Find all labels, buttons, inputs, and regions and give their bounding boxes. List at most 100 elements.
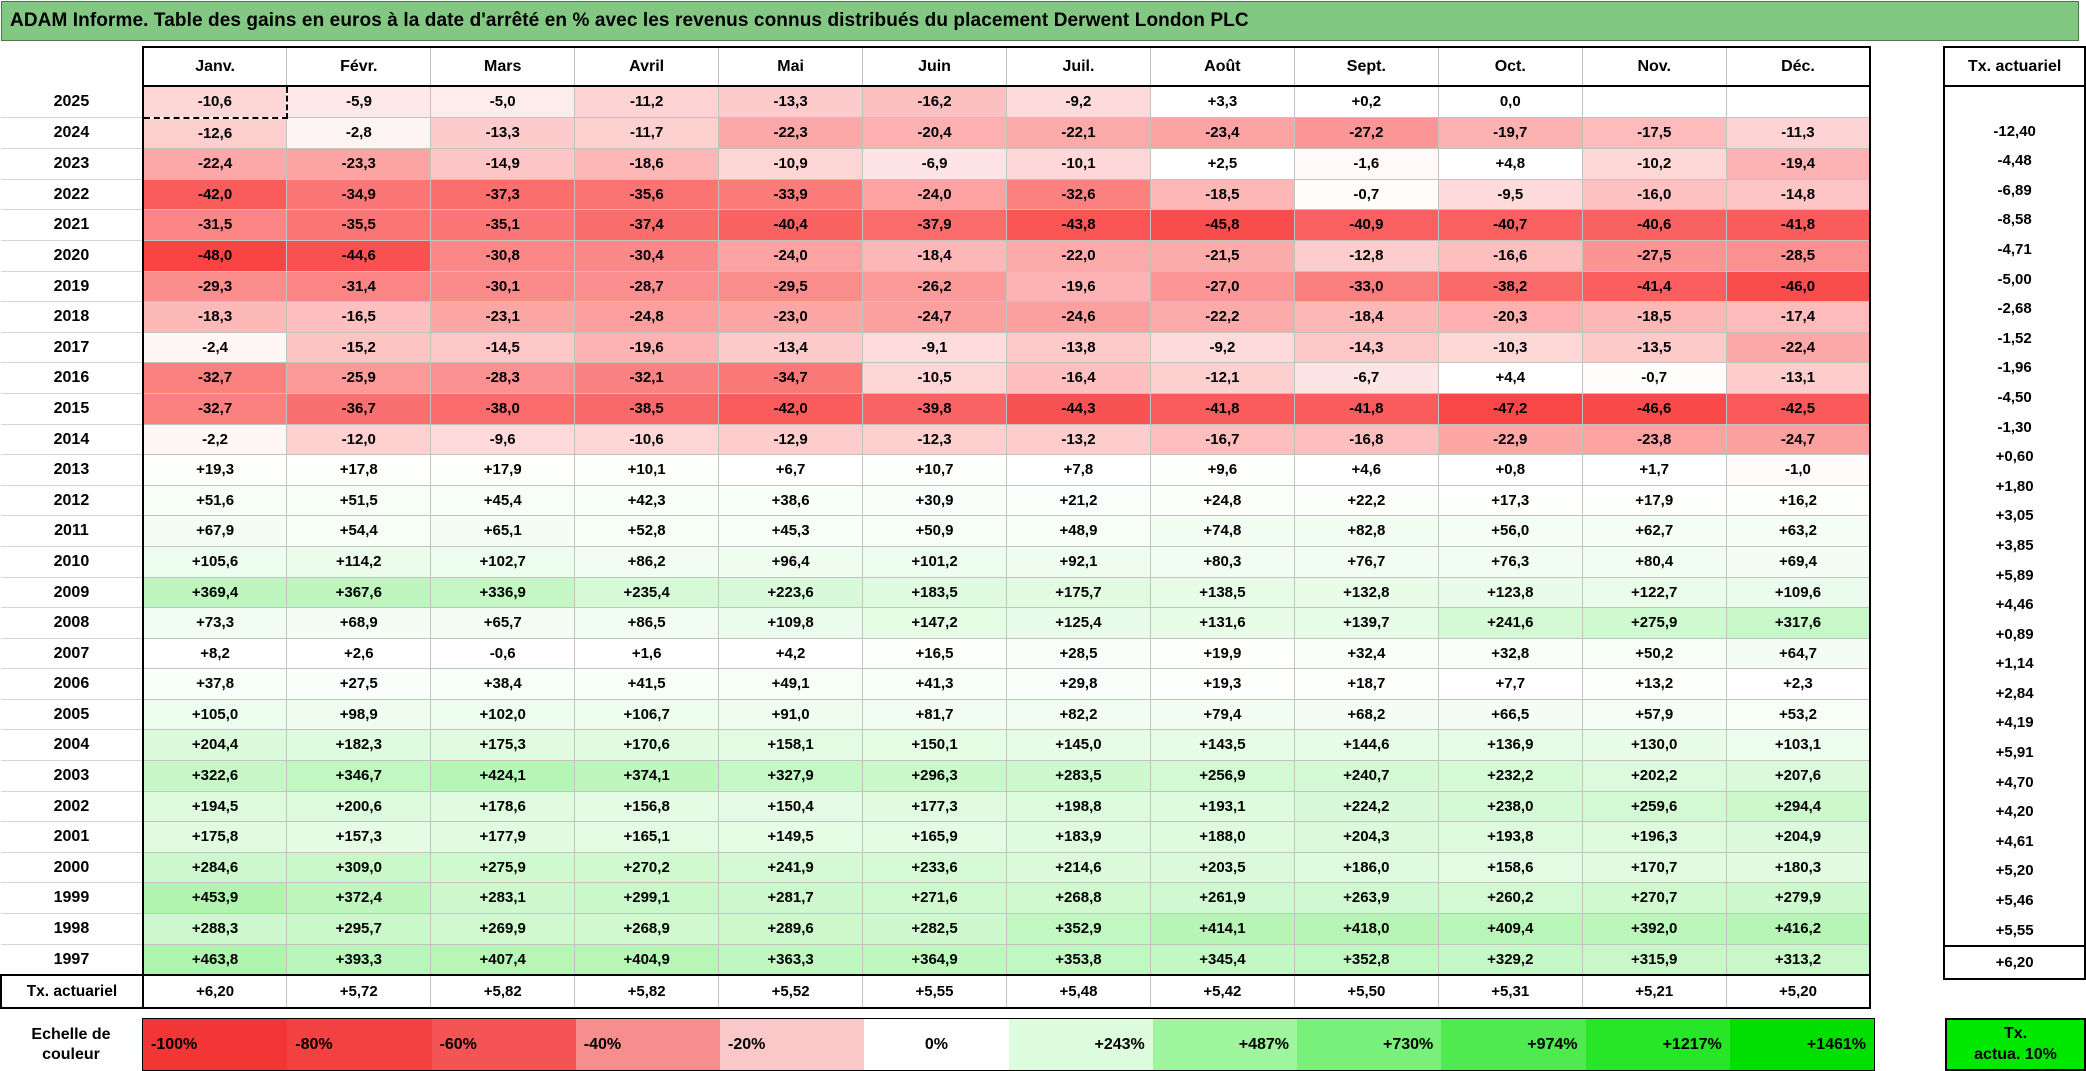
gain-cell[interactable]: +109,8 (718, 607, 864, 639)
gain-cell[interactable]: +322,6 (141, 760, 288, 792)
gain-cell[interactable]: -16,2 (862, 85, 1007, 119)
gain-cell[interactable]: 0,0 (1437, 85, 1583, 119)
gain-cell[interactable]: +241,9 (718, 851, 864, 884)
gain-cell[interactable]: +106,7 (574, 698, 720, 731)
gain-cell[interactable]: +103,1 (1725, 729, 1872, 762)
gain-cell[interactable]: +165,1 (574, 821, 720, 853)
gain-cell[interactable]: -0,7 (1581, 362, 1727, 394)
tx-actuariel-value[interactable]: +1,14 (1943, 649, 2086, 679)
gain-cell[interactable]: -22,4 (141, 148, 288, 180)
gain-cell[interactable]: -28,3 (430, 362, 576, 394)
gain-cell[interactable]: +19,3 (141, 454, 288, 486)
gain-cell[interactable]: +48,9 (1005, 515, 1151, 547)
gain-cell[interactable]: +51,6 (141, 484, 288, 517)
tx-actuariel-cell[interactable]: +5,48 (1005, 974, 1151, 1010)
gain-cell[interactable]: +352,8 (1293, 943, 1439, 977)
gain-cell[interactable]: +203,5 (1149, 851, 1295, 884)
gain-cell[interactable]: -14,9 (430, 148, 576, 180)
gain-cell[interactable]: +3,3 (1149, 85, 1295, 119)
gain-cell[interactable]: -16,5 (286, 301, 432, 333)
gain-cell[interactable]: +327,9 (718, 760, 864, 792)
gain-cell[interactable]: +30,9 (862, 484, 1007, 517)
gain-cell[interactable]: -27,2 (1293, 117, 1439, 150)
gain-cell[interactable]: +21,2 (1005, 484, 1151, 517)
tx-actuariel-cell[interactable]: +6,20 (142, 974, 288, 1010)
gain-cell[interactable]: +56,0 (1437, 515, 1583, 547)
gain-cell[interactable]: +204,3 (1293, 821, 1439, 853)
gain-cell[interactable]: +38,4 (430, 668, 576, 700)
tx-actuariel-value[interactable]: -5,00 (1943, 264, 2086, 295)
gain-cell[interactable]: +317,6 (1725, 607, 1872, 639)
gain-cell[interactable]: +175,8 (141, 821, 288, 853)
gain-cell[interactable]: +313,2 (1725, 943, 1872, 977)
tx-actuariel-cell[interactable]: +5,72 (286, 974, 432, 1010)
gain-cell[interactable]: -10,3 (1437, 331, 1583, 364)
gain-cell[interactable]: +51,5 (286, 484, 432, 517)
gain-cell[interactable]: +270,7 (1581, 882, 1727, 915)
gain-cell[interactable]: +80,4 (1581, 545, 1727, 578)
gain-cell[interactable]: -13,1 (1725, 362, 1872, 394)
gain-cell[interactable]: -26,2 (862, 270, 1007, 303)
gain-cell[interactable]: +165,9 (862, 821, 1007, 853)
gain-cell[interactable]: +9,6 (1149, 454, 1295, 486)
gain-cell[interactable]: +353,8 (1005, 943, 1151, 977)
gain-cell[interactable]: -17,4 (1725, 301, 1872, 333)
gain-cell[interactable]: +194,5 (141, 790, 288, 823)
gain-cell[interactable]: +17,9 (1581, 484, 1727, 517)
gain-cell[interactable]: -16,8 (1293, 423, 1439, 456)
gain-cell[interactable]: -36,7 (286, 392, 432, 425)
gain-cell[interactable]: +418,0 (1293, 913, 1439, 945)
tx-actuariel-value[interactable]: +4,46 (1943, 590, 2086, 620)
gain-cell[interactable]: +147,2 (862, 607, 1007, 639)
gain-cell[interactable]: -9,2 (1005, 85, 1151, 119)
gain-cell[interactable]: -42,0 (718, 392, 864, 425)
gain-cell[interactable]: -30,8 (430, 239, 576, 272)
gain-cell[interactable]: +345,4 (1149, 943, 1295, 977)
gain-cell[interactable]: +76,7 (1293, 545, 1439, 578)
gain-cell[interactable]: +283,1 (430, 882, 576, 915)
gain-cell[interactable]: +275,9 (1581, 607, 1727, 639)
gain-cell[interactable]: -14,5 (430, 331, 576, 364)
gain-cell[interactable]: -24,8 (574, 301, 720, 333)
gain-cell[interactable]: +73,3 (141, 607, 288, 639)
gain-cell[interactable]: +183,5 (862, 576, 1007, 609)
gain-cell[interactable]: -2,8 (286, 117, 432, 150)
gain-cell[interactable]: -1,0 (1725, 454, 1872, 486)
gain-cell[interactable]: +80,3 (1149, 545, 1295, 578)
gain-cell[interactable]: -28,5 (1725, 239, 1872, 272)
gain-cell[interactable]: +346,7 (286, 760, 432, 792)
gain-cell[interactable]: -18,5 (1581, 301, 1727, 333)
gain-cell[interactable]: -9,2 (1149, 331, 1295, 364)
gain-cell[interactable]: +13,2 (1581, 668, 1727, 700)
tx-actuariel-value[interactable]: +5,55 (1943, 915, 2086, 948)
gain-cell[interactable]: -20,4 (862, 117, 1007, 150)
gain-cell[interactable]: +45,3 (718, 515, 864, 547)
gain-cell[interactable]: -43,8 (1005, 209, 1151, 241)
gain-cell[interactable]: +32,4 (1293, 637, 1439, 670)
tx-actuariel-value[interactable]: +2,84 (1943, 678, 2086, 709)
tx-actuariel-value[interactable] (1943, 86, 2086, 117)
tx-actuariel-value[interactable]: +0,60 (1943, 442, 2086, 472)
gain-cell[interactable]: +86,5 (574, 607, 720, 639)
gain-cell[interactable]: +407,4 (430, 943, 576, 977)
gain-cell[interactable]: +224,2 (1293, 790, 1439, 823)
gain-cell[interactable]: +200,6 (286, 790, 432, 823)
gain-cell[interactable]: -30,4 (574, 239, 720, 272)
gain-cell[interactable]: +207,6 (1725, 760, 1872, 792)
gain-cell[interactable]: +238,0 (1437, 790, 1583, 823)
gain-cell[interactable]: -16,6 (1437, 239, 1583, 272)
gain-cell[interactable]: +17,3 (1437, 484, 1583, 517)
gain-cell[interactable]: +296,3 (862, 760, 1007, 792)
gain-cell[interactable]: +260,2 (1437, 882, 1583, 915)
gain-cell[interactable]: +66,5 (1437, 698, 1583, 731)
gain-cell[interactable]: +259,6 (1581, 790, 1727, 823)
gain-cell[interactable]: +27,5 (286, 668, 432, 700)
tx-actuariel-cell[interactable]: +5,31 (1437, 974, 1583, 1010)
gain-cell[interactable]: +10,1 (574, 454, 720, 486)
gain-cell[interactable]: -6,9 (862, 148, 1007, 180)
gain-cell[interactable]: -32,6 (1005, 178, 1151, 211)
gain-cell[interactable]: -40,6 (1581, 209, 1727, 241)
gain-cell[interactable]: -23,0 (718, 301, 864, 333)
gain-cell[interactable]: +102,0 (430, 698, 576, 731)
gain-cell[interactable]: +233,6 (862, 851, 1007, 884)
